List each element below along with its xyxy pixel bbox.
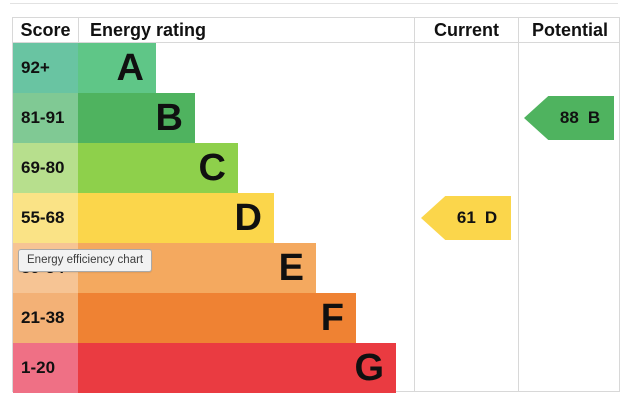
current-rating-value: 61 [456, 208, 476, 227]
band-row-b: 81-91 B [13, 93, 414, 143]
band-bar-b: B [78, 93, 195, 143]
current-rating-arrow: 61 D [421, 196, 511, 240]
band-row-d: 55-68 D [13, 193, 414, 243]
score-range-f: 21-38 [13, 293, 78, 343]
band-row-g: 1-20 G [13, 343, 414, 393]
container-top-border [10, 3, 618, 4]
current-rating-letter: D [484, 208, 498, 227]
band-bar-f: F [78, 293, 356, 343]
band-bar-g: G [78, 343, 396, 393]
score-range-a: 92+ [13, 43, 78, 93]
table-header: Score Energy rating [13, 17, 619, 43]
band-bar-a: A [78, 43, 156, 93]
header-current: Current [433, 20, 499, 40]
header-score: Score [20, 19, 71, 40]
band-row-a: 92+ A [13, 43, 414, 93]
header-energy-rating: Energy rating [90, 19, 207, 40]
band-bar-d: D [78, 193, 274, 243]
score-range-d: 55-68 [13, 193, 78, 243]
energy-efficiency-chart-tooltip: Energy efficiency chart [18, 249, 153, 272]
score-range-c: 69-80 [13, 143, 78, 193]
score-range-g: 1-20 [13, 343, 78, 393]
band-bar-c: C [78, 143, 238, 193]
potential-rating-value: 88 [559, 108, 579, 127]
band-row-f: 21-38 F [13, 293, 414, 343]
header-potential: Potential [531, 20, 608, 40]
current-column-divider [414, 18, 415, 391]
epc-rating-table: Score Energy rating Current Potential 92… [12, 17, 620, 393]
potential-rating-arrow: 88 B [524, 96, 614, 140]
potential-column-divider [518, 18, 519, 391]
score-range-b: 81-91 [13, 93, 78, 143]
potential-rating-letter: B [587, 108, 601, 127]
band-row-c: 69-80 C [13, 143, 414, 193]
header-divider [78, 17, 79, 43]
